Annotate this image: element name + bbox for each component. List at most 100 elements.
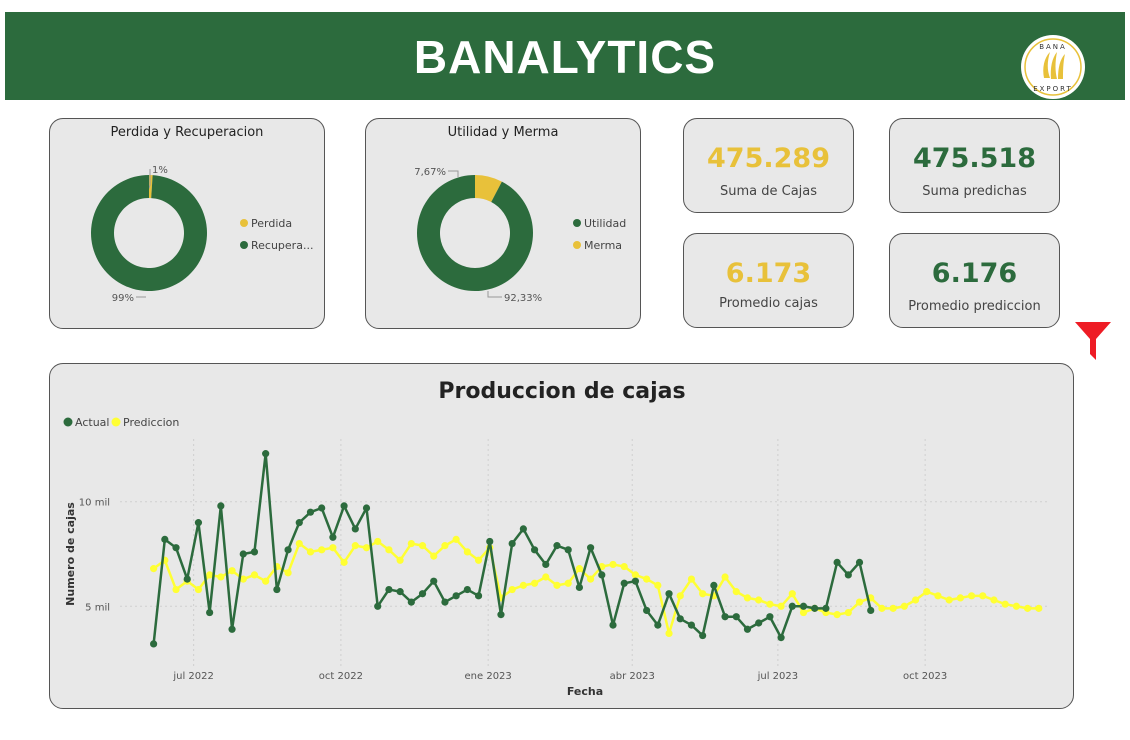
data-point-actual[interactable] [676, 615, 684, 623]
data-point-actual[interactable] [497, 611, 505, 619]
data-point-prediccion[interactable] [833, 611, 841, 619]
legend-merma[interactable]: Merma [573, 239, 622, 252]
data-point-prediccion[interactable] [587, 575, 595, 583]
data-point-actual[interactable] [542, 560, 550, 569]
data-point-prediccion[interactable] [732, 588, 740, 596]
data-point-prediccion[interactable] [934, 592, 942, 600]
data-point-prediccion[interactable] [743, 594, 752, 602]
data-point-prediccion[interactable] [418, 542, 427, 550]
data-point-actual[interactable] [374, 602, 382, 610]
legend-recuperacion[interactable]: Recupera... [240, 239, 313, 252]
data-point-prediccion[interactable] [396, 556, 404, 564]
data-point-prediccion[interactable] [665, 629, 673, 638]
data-point-actual[interactable] [598, 571, 606, 579]
data-point-actual[interactable] [239, 550, 247, 558]
data-point-prediccion[interactable] [900, 602, 908, 610]
data-point-actual[interactable] [519, 525, 527, 533]
data-point-actual[interactable] [811, 604, 819, 612]
data-point-prediccion[interactable] [194, 585, 203, 594]
data-point-prediccion[interactable] [799, 608, 808, 617]
data-point-actual[interactable] [295, 519, 303, 527]
data-point-actual[interactable] [822, 604, 830, 612]
data-point-actual[interactable] [262, 450, 270, 458]
data-point-prediccion[interactable] [564, 579, 572, 587]
data-point-actual[interactable] [788, 602, 796, 610]
data-point-prediccion[interactable] [306, 548, 315, 556]
data-point-actual[interactable] [564, 546, 572, 554]
data-point-prediccion[interactable] [474, 556, 483, 564]
data-point-actual[interactable] [273, 585, 281, 594]
data-point-prediccion[interactable] [945, 596, 953, 604]
data-point-prediccion[interactable] [631, 571, 640, 579]
data-point-actual[interactable] [194, 519, 203, 527]
data-point-prediccion[interactable] [262, 577, 270, 585]
data-point-actual[interactable] [150, 640, 158, 648]
data-point-actual[interactable] [340, 502, 348, 510]
kpi-promedio-cajas[interactable]: 6.173 Promedio cajas [683, 233, 854, 328]
donut-slice-utilidad[interactable] [417, 175, 533, 291]
data-point-prediccion[interactable] [463, 548, 471, 556]
data-point-actual[interactable] [284, 546, 292, 554]
data-point-prediccion[interactable] [654, 581, 662, 589]
data-point-prediccion[interactable] [228, 567, 236, 575]
data-point-prediccion[interactable] [721, 573, 729, 581]
data-point-prediccion[interactable] [911, 596, 920, 604]
kpi-promedio-prediccion[interactable]: 6.176 Promedio prediccion [889, 233, 1060, 328]
produccion-cajas-card[interactable]: Produccion de cajas Actual Prediccion ju… [49, 363, 1074, 709]
data-point-prediccion[interactable] [508, 585, 516, 594]
data-point-actual[interactable] [463, 585, 471, 594]
data-point-prediccion[interactable] [1012, 602, 1020, 610]
legend-utilidad[interactable]: Utilidad [573, 217, 626, 230]
data-point-actual[interactable] [867, 606, 875, 615]
data-point-actual[interactable] [318, 504, 326, 512]
data-point-prediccion[interactable] [620, 562, 628, 571]
data-point-prediccion[interactable] [676, 592, 684, 600]
data-point-actual[interactable] [665, 590, 673, 598]
data-point-prediccion[interactable] [374, 537, 382, 546]
data-point-actual[interactable] [329, 533, 337, 541]
data-point-actual[interactable] [777, 634, 785, 642]
data-point-actual[interactable] [553, 542, 561, 550]
data-point-actual[interactable] [250, 548, 259, 556]
data-point-prediccion[interactable] [441, 542, 449, 550]
kpi-suma-cajas[interactable]: 475.289 Suma de Cajas [683, 118, 854, 213]
data-point-prediccion[interactable] [777, 602, 785, 610]
data-point-actual[interactable] [306, 508, 315, 516]
data-point-prediccion[interactable] [967, 592, 976, 600]
data-point-actual[interactable] [486, 537, 494, 546]
data-point-prediccion[interactable] [1023, 604, 1032, 612]
data-point-prediccion[interactable] [351, 542, 359, 550]
data-point-actual[interactable] [183, 575, 191, 583]
data-point-actual[interactable] [362, 504, 371, 512]
data-point-prediccion[interactable] [699, 590, 707, 598]
data-point-actual[interactable] [710, 581, 718, 589]
data-point-actual[interactable] [508, 539, 516, 548]
data-point-prediccion[interactable] [362, 544, 371, 552]
data-point-actual[interactable] [699, 631, 707, 640]
legend-prediccion[interactable]: Prediccion [111, 416, 180, 429]
data-point-prediccion[interactable] [250, 571, 259, 579]
data-point-actual[interactable] [609, 621, 617, 629]
donut-slice-recupera[interactable] [91, 175, 207, 291]
kpi-suma-predichas[interactable]: 475.518 Suma predichas [889, 118, 1060, 213]
data-point-prediccion[interactable] [609, 560, 617, 569]
data-point-actual[interactable] [441, 598, 449, 606]
data-point-actual[interactable] [833, 558, 841, 566]
data-point-prediccion[interactable] [575, 565, 583, 573]
data-point-prediccion[interactable] [755, 596, 763, 604]
data-point-actual[interactable] [217, 502, 225, 510]
data-point-actual[interactable] [385, 585, 393, 594]
data-point-actual[interactable] [575, 583, 583, 592]
data-point-prediccion[interactable] [295, 539, 303, 548]
data-point-prediccion[interactable] [150, 565, 158, 573]
data-point-prediccion[interactable] [687, 575, 696, 583]
data-point-actual[interactable] [687, 621, 696, 629]
data-point-actual[interactable] [631, 577, 640, 585]
data-point-prediccion[interactable] [844, 608, 852, 617]
data-point-prediccion[interactable] [979, 592, 987, 600]
data-point-prediccion[interactable] [519, 581, 527, 589]
data-point-prediccion[interactable] [956, 594, 964, 602]
data-point-prediccion[interactable] [855, 598, 864, 606]
data-point-prediccion[interactable] [407, 539, 415, 548]
donut-slice-merma[interactable] [475, 175, 502, 202]
